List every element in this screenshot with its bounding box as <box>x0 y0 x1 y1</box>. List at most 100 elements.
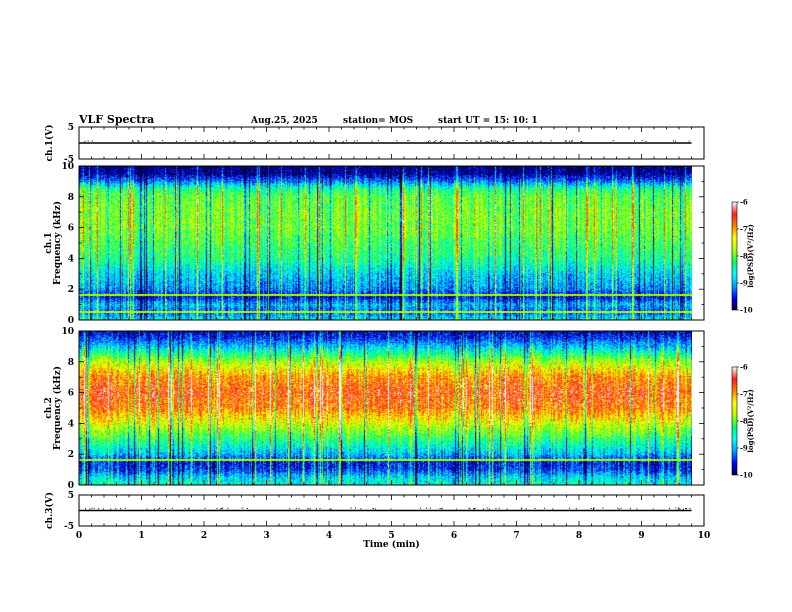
waveform-bottom-axes: 5 -5 ch.3(V) 0 1 2 3 4 5 6 7 8 9 10 Time (min) <box>44 491 710 550</box>
y-tick-label: 0 <box>68 316 74 326</box>
signal-speck <box>512 140 514 142</box>
signal-speck <box>474 508 476 510</box>
y-tick-label: 2 <box>68 285 74 295</box>
spectrogram-ch2-heatmap <box>79 331 692 485</box>
signal-speck <box>246 508 248 510</box>
colorbar-tick-label: -7 <box>740 390 748 399</box>
x-tick-label: 4 <box>326 531 332 541</box>
signal-speck <box>204 507 206 509</box>
signal-speck <box>592 508 594 510</box>
colorbar-gradient <box>731 201 738 311</box>
y-tick-label: 10 <box>61 327 74 337</box>
signal-speck <box>268 140 270 142</box>
signal-speck <box>371 140 373 142</box>
signal-speck <box>188 507 190 509</box>
signal-speck <box>668 507 670 509</box>
signal-speck <box>487 141 489 143</box>
signal-speck <box>439 141 441 143</box>
header: VLF Spectra Aug.25, 2025 station= MOS st… <box>78 113 538 126</box>
spectrogram-ch1-axes: 0 2 4 6 8 10 ch.1 Frequency (kHz) <box>44 162 705 326</box>
signal-speck <box>162 140 164 142</box>
signal-speck <box>466 140 468 142</box>
y-tick-label: 4 <box>68 254 74 264</box>
signal-speck <box>473 508 475 510</box>
signal-speck <box>267 141 269 143</box>
signal-speck <box>313 140 315 142</box>
signal-speck <box>451 140 453 142</box>
y-tick-label: 8 <box>68 358 74 368</box>
signal-speck <box>330 508 332 510</box>
signal-speck <box>575 508 577 510</box>
signal-speck <box>506 508 508 510</box>
signal-speck <box>131 140 133 142</box>
signal-speck <box>115 508 117 510</box>
spectrogram-ch2-colorbar: -6 -7 -8 -9 -10 log(PSD)(V²/Hz) <box>731 363 755 480</box>
signal-speck <box>91 507 93 509</box>
x-tick-label: 5 <box>388 531 394 541</box>
figure-title: VLF Spectra <box>78 113 154 126</box>
signal-speck <box>319 507 321 509</box>
signal-speck <box>87 140 89 142</box>
signal-speck <box>495 507 497 509</box>
signal-speck <box>329 508 331 510</box>
signal-speck <box>496 141 498 143</box>
x-tick-label: 3 <box>263 531 269 541</box>
x-tick-label: 6 <box>451 531 457 541</box>
date-label: Aug.25, 2025 <box>250 116 318 126</box>
spectrogram-ch2 <box>79 331 692 485</box>
signal-speck <box>165 507 167 509</box>
signal-speck <box>222 507 224 509</box>
x-tick-label: 10 <box>698 531 711 541</box>
signal-speck <box>353 140 355 142</box>
y-tick-label: 6 <box>68 389 74 399</box>
signal-speck <box>629 508 631 510</box>
signal-speck <box>552 508 554 510</box>
signal-speck <box>307 507 309 509</box>
signal-speck <box>374 508 376 510</box>
signal-speck <box>377 140 379 142</box>
signal-speck <box>672 140 674 142</box>
signal-speck <box>679 508 681 510</box>
signal-speck <box>617 507 619 509</box>
x-tick-label: 1 <box>138 531 144 541</box>
signal-speck <box>674 140 676 142</box>
spectrogram-ch2-channel-label: ch.2 <box>44 397 54 418</box>
signal-speck <box>295 507 297 509</box>
signal-speck <box>202 140 204 142</box>
signal-speck <box>634 140 636 142</box>
start-ut-label: start UT = 15: 10: 1 <box>438 116 538 126</box>
spectrogram-ch1-heatmap <box>79 166 692 320</box>
signal-speck <box>531 140 533 142</box>
signal-speck <box>254 140 256 142</box>
y-tick-label: -5 <box>64 522 74 532</box>
signal-speck <box>252 140 254 142</box>
signal-speck <box>565 140 567 142</box>
signal-speck <box>602 507 604 509</box>
waveform-top-axes: 5 -5 ch.1(V) <box>44 123 705 165</box>
signal-speck <box>426 507 428 509</box>
signal-speck <box>407 140 409 142</box>
signal-speck <box>454 140 456 142</box>
x-tick-label: 2 <box>201 531 207 541</box>
signal-speck <box>543 507 545 509</box>
waveform-bottom-ylabel: ch.3(V) <box>44 492 55 529</box>
signal-speck <box>565 140 567 142</box>
y-tick-label: 5 <box>68 123 74 133</box>
y-tick-label: 2 <box>68 450 74 460</box>
signal-speck <box>427 140 429 142</box>
signal-speck <box>429 507 431 509</box>
signal-speck <box>590 508 592 510</box>
x-tick-label: 8 <box>576 531 582 541</box>
signal-speck <box>158 507 160 509</box>
colorbar-tick-label: -9 <box>740 444 748 453</box>
signal-speck <box>620 507 622 509</box>
signal-speck <box>689 507 691 509</box>
y-tick-label: 5 <box>68 491 74 501</box>
signal-speck <box>275 140 277 142</box>
signal-speck <box>540 140 542 142</box>
signal-speck <box>485 140 487 142</box>
signal-speck <box>229 140 231 142</box>
signal-speck <box>84 508 86 510</box>
signal-speck <box>146 508 148 510</box>
